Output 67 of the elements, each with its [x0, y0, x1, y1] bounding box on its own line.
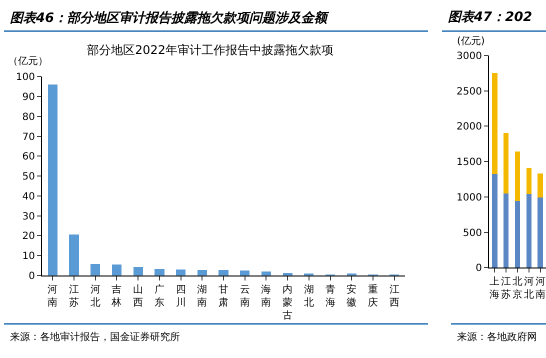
bar [538, 198, 543, 268]
x-tick-label: 江苏 [69, 283, 80, 308]
bar [526, 194, 532, 268]
x-tick-label: 重庆 [368, 283, 378, 308]
x-tick-label: 江西 [389, 283, 400, 308]
source-note: 来源：各地政府网 [457, 331, 537, 343]
bar [69, 234, 79, 276]
x-tick-label: 吉林 [110, 283, 122, 308]
y-tick-label: 80 [22, 112, 35, 123]
y-tick-label: 0 [28, 270, 35, 282]
y-tick-label: 30 [22, 211, 35, 222]
y-tick-label: 100 [16, 72, 35, 84]
source-note: 来源：各地审计报告，国金证券研究所 [10, 331, 180, 343]
bar [133, 267, 143, 276]
bar [538, 174, 543, 198]
x-tick-label: 青海 [325, 283, 336, 308]
chart-title: 图表46：部分地区审计报告披露拖欠款项问题涉及金额 [10, 10, 330, 26]
y-tick-label: 60 [22, 152, 35, 163]
y-tick-label: 2000 [456, 122, 482, 133]
x-tick-label: 内蒙古 [282, 283, 293, 322]
bar [90, 264, 100, 276]
x-tick-label: 湖北 [304, 283, 314, 308]
x-tick-label: 安徽 [346, 283, 357, 308]
x-tick-label: 甘肃 [218, 283, 228, 308]
bar [154, 269, 164, 276]
bar [492, 73, 498, 174]
x-tick-label: 河北 [524, 276, 534, 301]
bar [240, 270, 250, 276]
bar [48, 84, 58, 276]
y-tick-label: 20 [22, 231, 35, 242]
x-tick-label: 海南 [261, 283, 272, 308]
bar [261, 272, 272, 276]
x-tick-label: 江苏 [501, 276, 512, 301]
y-tick-label: 2500 [456, 86, 482, 98]
bar [526, 168, 532, 194]
bar [218, 270, 228, 276]
x-tick-label: 北京 [512, 276, 522, 301]
y-axis-title: (亿元) [457, 36, 485, 47]
x-tick-label: 河南 [535, 276, 546, 301]
x-tick-label: 湖南 [197, 283, 208, 308]
x-tick-label: 四川 [176, 284, 186, 308]
x-tick-label: 云南 [240, 284, 250, 308]
y-tick-label: 0 [476, 263, 482, 274]
chart-title: 图表47：202 [448, 10, 532, 25]
x-tick-label: 上海 [490, 276, 500, 301]
x-tick-label: 广东 [154, 283, 164, 308]
bar [514, 152, 520, 202]
y-tick-label: 10 [22, 251, 35, 262]
y-tick-label: 70 [22, 132, 35, 143]
y-tick-label: 50 [22, 172, 35, 183]
x-tick-label: 河北 [90, 283, 100, 308]
y-tick-label: 500 [462, 228, 482, 239]
bar [176, 270, 186, 276]
bar [514, 201, 520, 268]
bar [504, 133, 509, 194]
y-axis-title: （亿元） [8, 56, 48, 67]
y-tick-label: 1500 [456, 157, 482, 168]
x-tick-label: 河南 [48, 283, 58, 308]
bar [504, 193, 509, 268]
y-tick-label: 1000 [456, 192, 482, 204]
chart-subtitle: 部分地区2022年审计工作报告中披露拖欠款项 [87, 43, 334, 57]
x-tick-label: 山西 [133, 283, 144, 308]
y-tick-label: 90 [22, 92, 35, 104]
y-tick-label: 3000 [456, 50, 482, 62]
bar [492, 174, 498, 268]
y-tick-label: 40 [22, 191, 35, 202]
bar [112, 264, 122, 276]
